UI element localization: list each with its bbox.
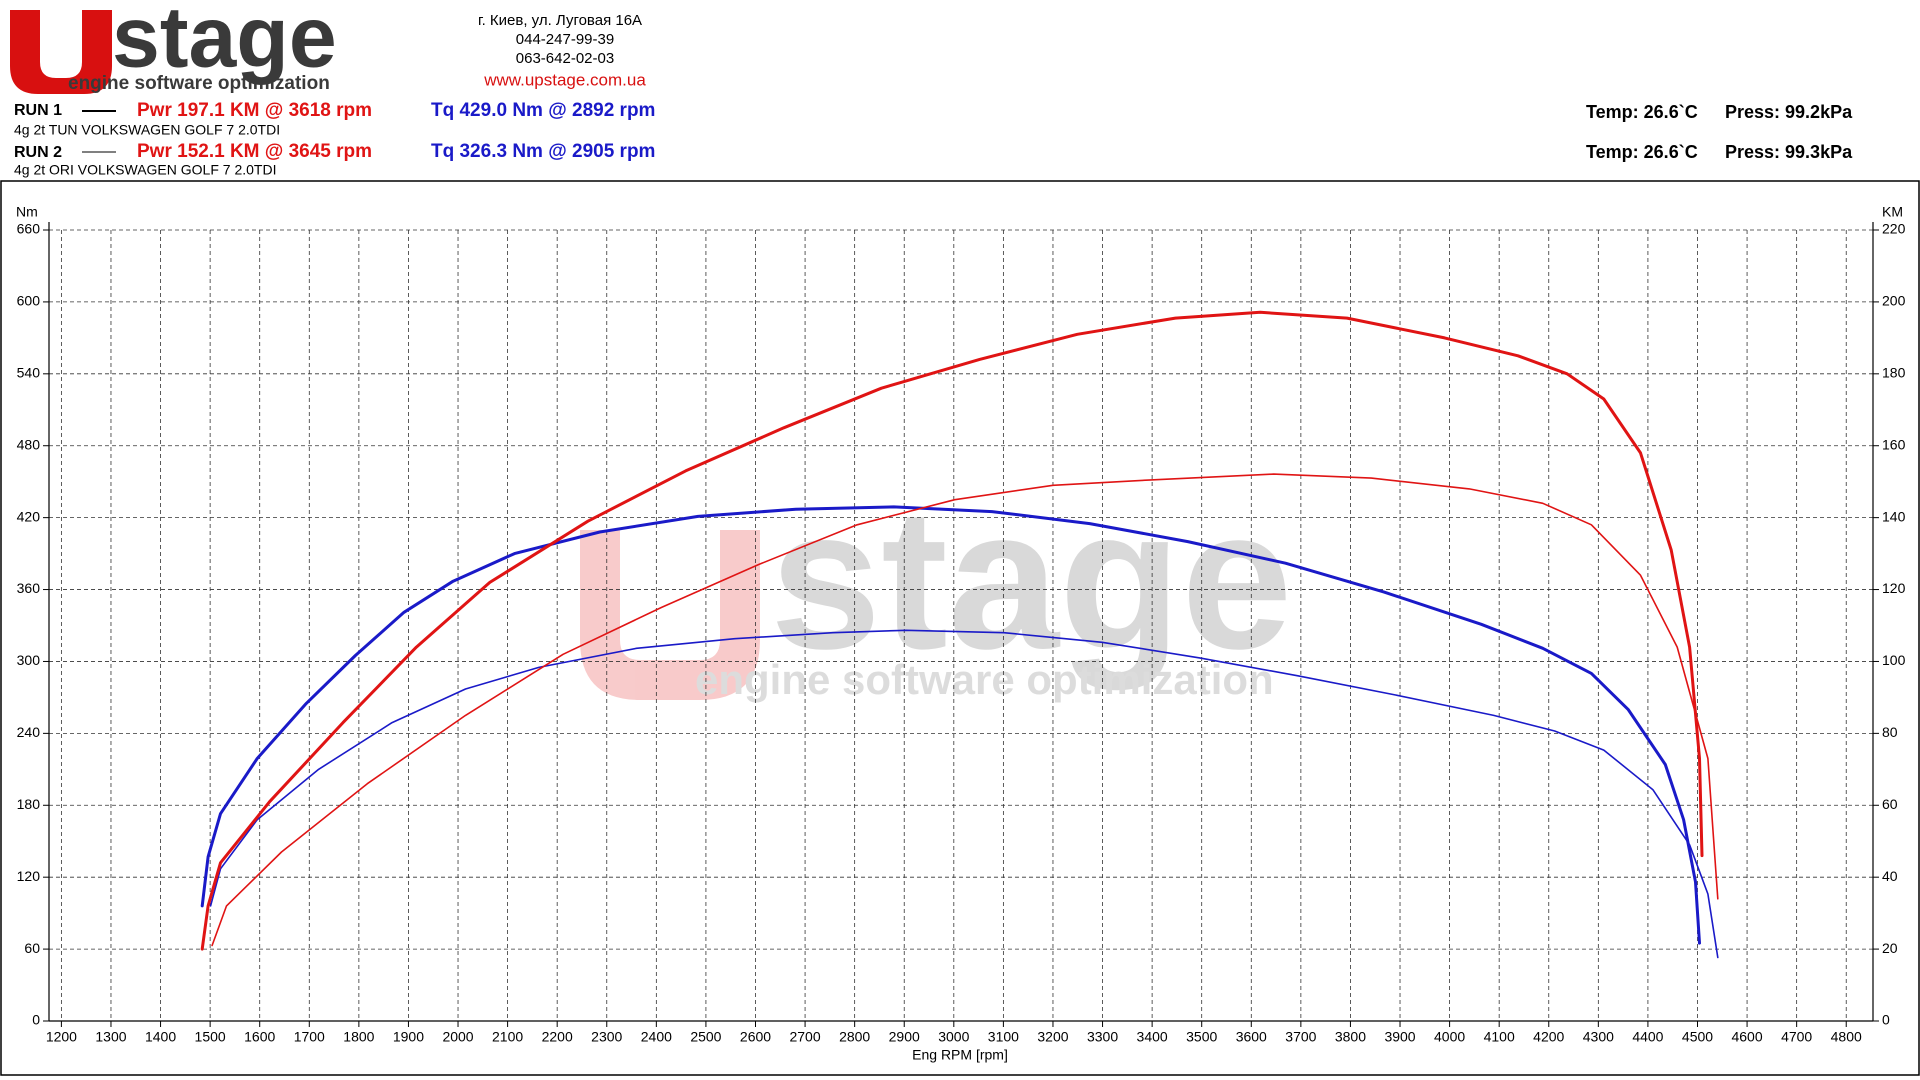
y2-tick-label: 180 [1882, 365, 1906, 381]
y2-axis-label: KM [1882, 204, 1903, 220]
y2-tick-label: 120 [1882, 580, 1906, 596]
y-tick-label: 480 [17, 436, 41, 452]
y-tick-label: 120 [17, 868, 41, 884]
y2-tick-label: 160 [1882, 436, 1906, 452]
x-tick-label: 3300 [1087, 1029, 1118, 1045]
y-axis-label: Nm [16, 204, 38, 220]
curve [209, 629, 1719, 959]
y-tick-label: 0 [32, 1012, 40, 1028]
y-tick-label: 60 [24, 940, 40, 956]
curve [211, 473, 1719, 947]
y-tick-label: 540 [17, 365, 41, 381]
y-tick-label: 300 [17, 652, 41, 668]
x-tick-label: 2300 [591, 1029, 622, 1045]
y2-tick-label: 80 [1882, 724, 1898, 740]
x-tick-label: 1200 [46, 1029, 77, 1045]
y-tick-label: 600 [17, 293, 41, 309]
x-tick-label: 2600 [740, 1029, 771, 1045]
x-tick-label: 3600 [1236, 1029, 1267, 1045]
x-tick-label: 4200 [1533, 1029, 1564, 1045]
y-tick-label: 180 [17, 796, 41, 812]
x-tick-label: 3800 [1335, 1029, 1366, 1045]
x-tick-label: 4800 [1831, 1029, 1862, 1045]
y2-tick-label: 140 [1882, 508, 1906, 524]
x-tick-label: 2900 [889, 1029, 920, 1045]
y2-tick-label: 0 [1882, 1012, 1890, 1028]
x-tick-label: 1600 [244, 1029, 275, 1045]
x-tick-label: 2200 [542, 1029, 573, 1045]
y-tick-label: 360 [17, 580, 41, 596]
run-torque: Tq 429.0 Nm @ 2892 rpm [431, 100, 655, 121]
x-tick-label: 1300 [95, 1029, 126, 1045]
x-tick-label: 4400 [1632, 1029, 1663, 1045]
run-label: RUN 2 [14, 144, 62, 161]
x-tick-label: 2000 [442, 1029, 473, 1045]
y2-tick-label: 200 [1882, 293, 1906, 309]
plot: 1200 1300 1400 1500 1600 1700 1800 1900 2000 2100… [17, 221, 1906, 1045]
x-tick-label: 4300 [1583, 1029, 1614, 1045]
run-press: Press: 99.2kPa [1725, 102, 1853, 122]
chart-frame [0, 180, 1920, 1076]
run-press: Press: 99.3kPa [1725, 142, 1853, 162]
x-tick-label: 2700 [789, 1029, 820, 1045]
run-power: Pwr 197.1 KM @ 3618 rpm [137, 100, 372, 121]
run-temp: Temp: 26.6`C [1586, 102, 1698, 122]
x-tick-label: 2800 [839, 1029, 870, 1045]
curve [200, 505, 1701, 945]
y2-tick-label: 40 [1882, 868, 1898, 884]
run-power: Pwr 152.1 KM @ 3645 rpm [137, 141, 372, 162]
run-1: RUN 1 Pwr 197.1 KM @ 3618 rpm Tq 429.0 N… [14, 100, 1853, 138]
y2-tick-label: 20 [1882, 940, 1898, 956]
address: г. Киев, ул. Луговая 16A [478, 12, 642, 29]
x-tick-label: 1700 [294, 1029, 325, 1045]
x-tick-label: 3500 [1186, 1029, 1217, 1045]
x-tick-label: 2100 [492, 1029, 523, 1045]
x-tick-label: 3000 [938, 1029, 969, 1045]
x-tick-label: 3400 [1137, 1029, 1168, 1045]
logo-tagline: engine software optimization [68, 73, 330, 94]
run-label: RUN 1 [14, 102, 62, 119]
logo-mark [10, 10, 112, 94]
y2-tick-label: 60 [1882, 796, 1898, 812]
run-2: RUN 2 Pwr 152.1 KM @ 3645 rpm Tq 326.3 N… [14, 141, 1853, 178]
run-description: 4g 2t TUN VOLKSWAGEN GOLF 7 2.0TDI [14, 122, 280, 138]
x-tick-label: 3700 [1285, 1029, 1316, 1045]
y-tick-label: 240 [17, 724, 41, 740]
x-tick-label: 1900 [393, 1029, 424, 1045]
x-tick-label: 4000 [1434, 1029, 1465, 1045]
x-tick-label: 3200 [1037, 1029, 1068, 1045]
run-temp: Temp: 26.6`C [1586, 142, 1698, 162]
phone: 063-642-02-03 [516, 50, 614, 67]
y-tick-label: 660 [17, 221, 41, 237]
x-tick-label: 1800 [343, 1029, 374, 1045]
x-tick-label: 3900 [1384, 1029, 1415, 1045]
y2-tick-label: 220 [1882, 221, 1906, 237]
x-tick-label: 4600 [1731, 1029, 1762, 1045]
x-tick-label: 1500 [195, 1029, 226, 1045]
run-torque: Tq 326.3 Nm @ 2905 rpm [431, 141, 655, 162]
y2-tick-label: 100 [1882, 652, 1906, 668]
watermark-mark [580, 530, 760, 700]
curve [200, 310, 1704, 951]
x-tick-label: 2400 [641, 1029, 672, 1045]
x-tick-label: 4100 [1484, 1029, 1515, 1045]
x-axis-label: Eng RPM [rpm] [912, 1047, 1008, 1063]
watermark-tagline: engine software optimization [695, 656, 1274, 703]
watermark: stage engine software optimization [580, 468, 1292, 703]
x-tick-label: 1400 [145, 1029, 176, 1045]
run-description: 4g 2t ORI VOLKSWAGEN GOLF 7 2.0TDI [14, 162, 276, 178]
url: www.upstage.com.ua [483, 70, 646, 89]
logo-arrow [50, 18, 82, 75]
x-tick-label: 2500 [690, 1029, 721, 1045]
logo-word: stage [112, 0, 337, 86]
x-tick-label: 3100 [988, 1029, 1019, 1045]
y-tick-label: 420 [17, 508, 41, 524]
watermark-word: stage [770, 468, 1292, 691]
phone: 044-247-99-39 [516, 31, 614, 48]
x-tick-label: 4700 [1781, 1029, 1812, 1045]
x-tick-label: 4500 [1682, 1029, 1713, 1045]
